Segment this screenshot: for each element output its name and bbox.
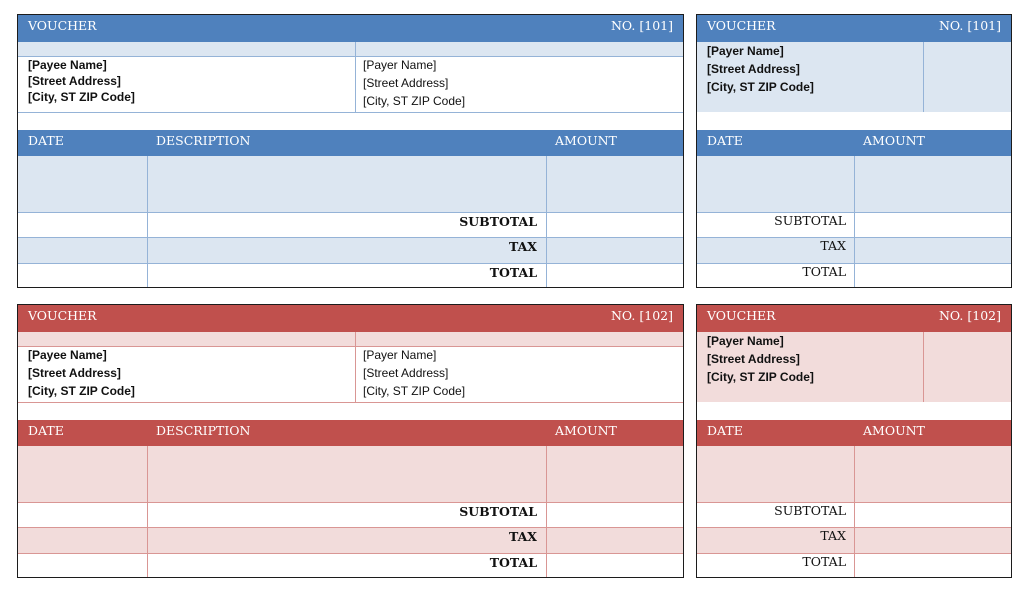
col-date: DATE <box>28 133 64 148</box>
voucher-101-stub: VOUCHER NO. [101] [Payer Name] [Street A… <box>696 14 1012 288</box>
voucher-number: NO. [102] <box>610 308 673 323</box>
stub-payer-street: [Street Address] <box>707 62 800 76</box>
stub-payer-block <box>697 42 1011 112</box>
stub-payer-address: [Payer Name] [Street Address] [City, ST … <box>707 42 814 96</box>
payer-address: [Payer Name] [Street Address] [City, ST … <box>363 346 465 400</box>
stub-table-header: DATE AMOUNT <box>697 130 1011 156</box>
payer-address: [Payer Name] [Street Address] [City, ST … <box>363 56 465 110</box>
payer-name: [Payer Name] <box>363 348 437 362</box>
stub-col-amount: AMOUNT <box>863 133 925 148</box>
voucher-header-bar: VOUCHER NO. [102] <box>18 305 683 332</box>
voucher-101-main: VOUCHER NO. [101] [Payee Name] [Street A… <box>17 14 684 288</box>
stub-table-header: DATE AMOUNT <box>697 420 1011 446</box>
tax-row-fill <box>18 528 683 553</box>
col-amount: AMOUNT <box>555 423 617 438</box>
stub-tax-label: TAX <box>820 238 846 253</box>
payee-street: [Street Address] <box>28 74 121 88</box>
stub-header-bar: VOUCHER NO. [102] <box>697 305 1011 332</box>
stub-subtotal-label: SUBTOTAL <box>774 503 846 518</box>
voucher-title: VOUCHER <box>28 18 97 33</box>
voucher-102-main: VOUCHER NO. [102] [Payee Name] [Street A… <box>17 304 684 578</box>
stub-header-bar: VOUCHER NO. [101] <box>697 15 1011 42</box>
payee-street: [Street Address] <box>28 366 121 380</box>
stub-col-date: DATE <box>707 423 743 438</box>
total-label: TOTAL <box>489 265 537 280</box>
total-label: TOTAL <box>489 555 537 570</box>
payee-address: [Payee Name] [Street Address] [City, ST … <box>28 56 135 106</box>
payee-name: [Payee Name] <box>28 348 107 362</box>
stub-payer-name: [Payer Name] <box>707 44 784 58</box>
stub-payer-block <box>697 332 1011 402</box>
col-date: DATE <box>28 423 64 438</box>
tax-label: TAX <box>508 529 537 544</box>
payee-name: [Payee Name] <box>28 58 107 72</box>
payee-city: [City, ST ZIP Code] <box>28 90 135 104</box>
voucher-102-stub: VOUCHER NO. [102] [Payer Name] [Street A… <box>696 304 1012 578</box>
address-strip <box>18 42 683 56</box>
col-description: DESCRIPTION <box>156 423 251 438</box>
stub-col-date: DATE <box>707 133 743 148</box>
tax-label: TAX <box>508 239 537 254</box>
stub-subtotal-label: SUBTOTAL <box>774 213 846 228</box>
stub-title: VOUCHER <box>707 308 776 323</box>
stub-payer-city: [City, ST ZIP Code] <box>707 80 814 94</box>
line-item-row[interactable] <box>18 156 683 212</box>
line-item-row[interactable] <box>18 446 683 502</box>
payee-city: [City, ST ZIP Code] <box>28 384 135 398</box>
col-description: DESCRIPTION <box>156 133 251 148</box>
voucher-title: VOUCHER <box>28 308 97 323</box>
subtotal-label: SUBTOTAL <box>459 214 537 229</box>
payer-city: [City, ST ZIP Code] <box>363 384 466 398</box>
payee-address: [Payee Name] [Street Address] [City, ST … <box>28 346 135 400</box>
stub-number: NO. [102] <box>938 308 1001 323</box>
stub-tax-label: TAX <box>820 528 846 543</box>
stub-number: NO. [101] <box>938 18 1001 33</box>
payer-city: [City, ST ZIP Code] <box>363 94 466 108</box>
stub-payer-name: [Payer Name] <box>707 334 784 348</box>
table-header: DATE DESCRIPTION AMOUNT <box>18 130 683 156</box>
voucher-number: NO. [101] <box>610 18 673 33</box>
address-strip <box>18 332 683 346</box>
stub-col-amount: AMOUNT <box>863 423 925 438</box>
col-amount: AMOUNT <box>555 133 617 148</box>
stub-total-label: TOTAL <box>802 554 846 569</box>
stub-title: VOUCHER <box>707 18 776 33</box>
stub-payer-address: [Payer Name] [Street Address] [City, ST … <box>707 332 814 386</box>
stub-payer-city: [City, ST ZIP Code] <box>707 370 814 384</box>
voucher-header-bar: VOUCHER NO. [101] <box>18 15 683 42</box>
payer-street: [Street Address] <box>363 366 449 380</box>
stub-total-label: TOTAL <box>802 264 846 279</box>
table-header: DATE DESCRIPTION AMOUNT <box>18 420 683 446</box>
payer-name: [Payer Name] <box>363 58 437 72</box>
payer-street: [Street Address] <box>363 76 449 90</box>
tax-row-fill <box>18 238 683 263</box>
stub-payer-street: [Street Address] <box>707 352 800 366</box>
subtotal-label: SUBTOTAL <box>459 504 537 519</box>
